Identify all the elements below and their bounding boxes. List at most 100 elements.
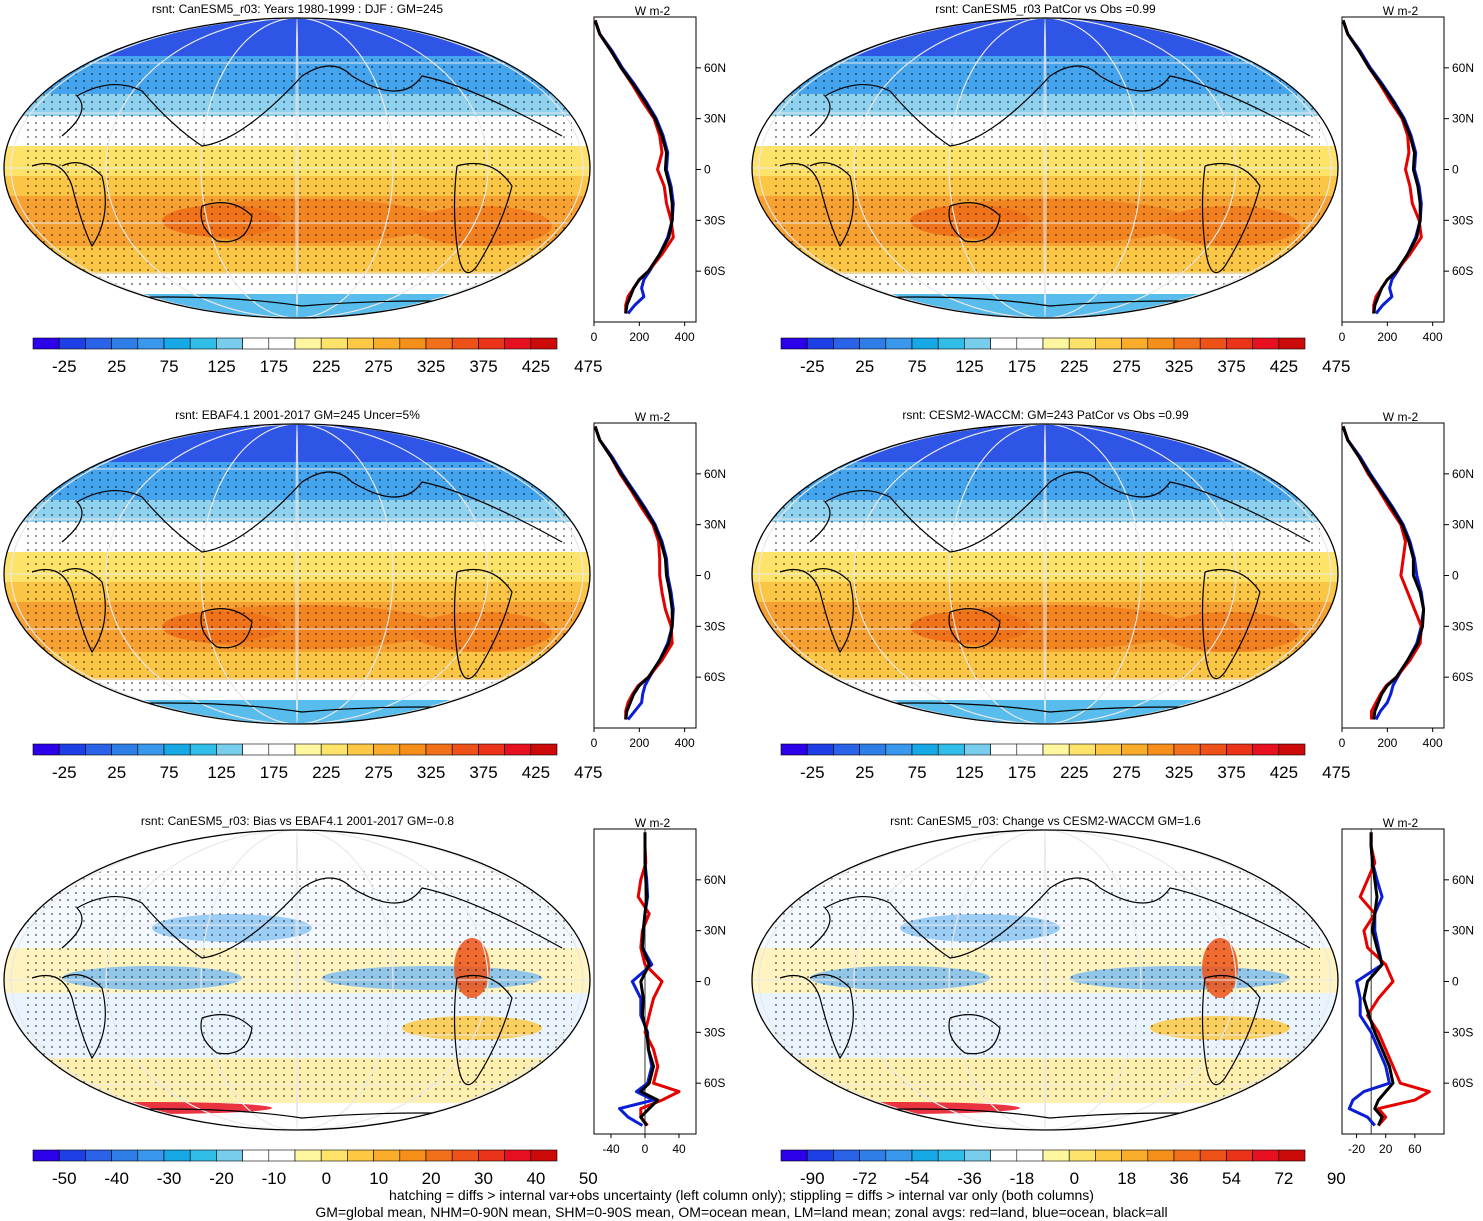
colorbar-swatch	[1068, 743, 1096, 756]
colorbar-tick-label: 425	[1270, 357, 1298, 376]
colorbar-tick-label: 18	[1117, 1169, 1136, 1188]
colorbar-swatch	[242, 1149, 270, 1162]
colorbar-tick-label: 475	[1322, 763, 1350, 782]
colorbar-swatch	[189, 1149, 217, 1162]
panel-title: rsnt: EBAF4.1 2001-2017 GM=245 Uncer=5%	[175, 408, 420, 422]
series-line-land	[636, 832, 681, 1127]
zonal-profile-plot: W m-2 60N 30N 0 30S 60S -20 20 60	[1341, 816, 1474, 1156]
colorbar-swatch	[1278, 743, 1306, 756]
colorbar-swatch	[1226, 337, 1253, 350]
colorbar-swatch	[111, 743, 139, 756]
x-tick-label: 0	[591, 736, 598, 750]
colorbar-swatch	[347, 1149, 374, 1162]
colorbar-tick-label: 425	[1270, 763, 1298, 782]
profile-frame	[593, 422, 697, 729]
colorbar-tick-label: 175	[1008, 357, 1036, 376]
zonal-profile-plot: W m-2 60N 30N 0 30S 60S 0 200 400	[591, 4, 726, 344]
colorbar-tick-label: 40	[526, 1169, 545, 1188]
y-tick-label: 60S	[704, 670, 725, 684]
colorbar-swatch	[1147, 337, 1175, 350]
colorbar-swatch	[399, 743, 427, 756]
y-tick-label: 0	[1452, 163, 1459, 177]
colorbar-swatch	[268, 337, 296, 350]
x-tick-label: 0	[642, 1142, 649, 1156]
colorbar-swatch	[937, 1149, 965, 1162]
y-tick-label: 60N	[704, 61, 726, 75]
colorbar-swatch	[163, 743, 191, 756]
colorbar-swatch	[242, 337, 270, 350]
x-tick-label: 400	[1423, 330, 1443, 344]
colorbar-swatch	[780, 1149, 808, 1162]
colorbar-swatch	[964, 1149, 991, 1162]
profile-frame	[593, 16, 697, 323]
colorbar-swatch	[833, 337, 860, 350]
colorbar-swatch	[294, 743, 322, 756]
colorbar-tick-label: 75	[160, 763, 179, 782]
colorbar-swatch	[806, 337, 834, 350]
colorbar-tick-label: -25	[52, 763, 77, 782]
colorbar-swatch	[1252, 1149, 1280, 1162]
colorbar-tick-label: -30	[157, 1169, 182, 1188]
colorbar-swatch	[990, 1149, 1018, 1162]
panel-title: rsnt: CanESM5_r03: Change vs CESM2-WACCM…	[890, 814, 1201, 828]
y-tick-label: 30N	[1452, 924, 1474, 938]
colorbar-swatch	[833, 743, 860, 756]
colorbar-swatch	[58, 1149, 86, 1162]
profile-frame	[1341, 422, 1445, 729]
y-tick-label: 30N	[704, 924, 726, 938]
colorbar-swatch	[1252, 743, 1280, 756]
y-tick-label: 60S	[1452, 264, 1473, 278]
colorbar-tick-label: 72	[1274, 1169, 1293, 1188]
colorbar-swatch	[478, 1149, 505, 1162]
units-label: W m-2	[1383, 410, 1419, 424]
zonal-profile-plot: W m-2 60N 30N 0 30S 60S -40 0 40	[593, 816, 726, 1156]
x-tick-label: 0	[591, 330, 598, 344]
colorbar-swatch	[1278, 1149, 1306, 1162]
y-tick-label: 30N	[704, 518, 726, 532]
colorbar-tick-label: 375	[469, 763, 497, 782]
colorbar-tick-label: 25	[107, 763, 126, 782]
colorbar-swatch	[1147, 1149, 1175, 1162]
x-tick-label: 0	[1339, 330, 1346, 344]
colorbar: -50 -40 -30 -20 -10 0 10 20 30 40 50	[32, 1149, 598, 1188]
y-tick-label: 60N	[1452, 61, 1474, 75]
colorbar-tick-label: 25	[855, 357, 874, 376]
colorbar: -25 25 75 125 175 225 275 325 375 425 475	[32, 337, 602, 376]
colorbar-tick-label: 275	[365, 763, 393, 782]
y-tick-label: 30S	[704, 1025, 725, 1039]
colorbar-tick-label: 375	[1217, 763, 1245, 782]
map-heatmap	[751, 829, 1339, 1131]
colorbar-tick-label: 50	[579, 1169, 598, 1188]
colorbar-tick-label: 125	[955, 357, 983, 376]
colorbar-swatch	[1199, 337, 1227, 350]
colorbar-swatch	[911, 337, 939, 350]
colorbar-swatch	[859, 337, 887, 350]
map-heatmap	[751, 423, 1339, 725]
colorbar-swatch	[425, 337, 453, 350]
colorbar-swatch	[1042, 1149, 1070, 1162]
colorbar-tick-label: 225	[1060, 357, 1088, 376]
x-tick-label: 40	[672, 1142, 686, 1156]
colorbar-tick-label: 175	[260, 357, 288, 376]
y-tick-label: 30S	[1452, 213, 1473, 227]
colorbar-swatch	[859, 1149, 887, 1162]
zonal-profile-plot: W m-2 60N 30N 0 30S 60S 0 200 400	[1339, 410, 1474, 750]
colorbar-tick-label: -54	[905, 1169, 930, 1188]
colorbar-tick-label: 90	[1327, 1169, 1346, 1188]
colorbar-swatch	[1121, 337, 1149, 350]
colorbar-tick-label: -25	[52, 357, 77, 376]
colorbar-swatch	[530, 1149, 558, 1162]
colorbar-tick-label: 125	[955, 763, 983, 782]
series-line-all	[593, 19, 674, 314]
y-tick-label: 30S	[704, 619, 725, 633]
profile-frame	[1341, 16, 1445, 323]
units-label: W m-2	[1383, 4, 1419, 18]
colorbar-tick-label: 325	[417, 357, 445, 376]
colorbar-tick-label: 425	[522, 763, 550, 782]
colorbar-swatch	[478, 743, 505, 756]
colorbar-swatch	[964, 743, 991, 756]
map-heatmap	[3, 423, 591, 725]
map-heatmap	[751, 17, 1339, 319]
colorbar-tick-label: 375	[469, 357, 497, 376]
colorbar-swatch	[859, 743, 887, 756]
